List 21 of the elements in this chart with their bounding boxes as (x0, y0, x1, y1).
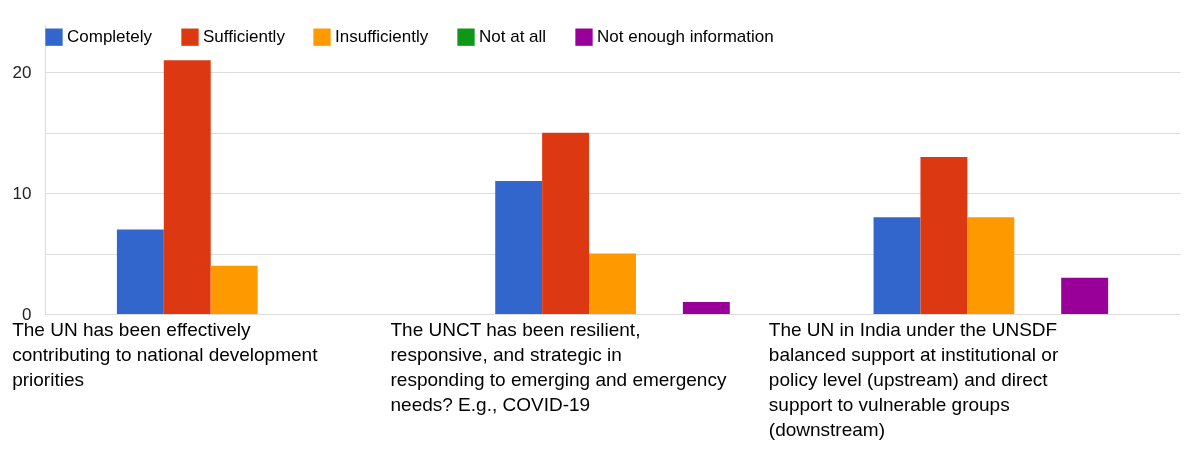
legend-label: Completely (67, 27, 153, 47)
bar (542, 132, 590, 314)
y-tick-label: 0 (22, 304, 32, 324)
bar (116, 229, 164, 314)
legend-label: Sufficiently (203, 27, 286, 47)
y-tick-label: 20 (12, 62, 32, 82)
bar (920, 156, 968, 314)
bar (163, 60, 211, 314)
bar (967, 217, 1015, 314)
legend-label: Insufficiently (335, 27, 429, 47)
x-tick-label: The UN in India under the UNSDF balanced support at institutional or policy level (upstream) and direct support to vulnerable groups (downstream) (768, 318, 1059, 440)
x-tick-label: The UNCT has been resilient, responsive, and strategic in responding to emerging and emergency needs? E.g., COVID-19 (390, 318, 727, 415)
y-tick-label: 10 (12, 183, 32, 203)
bar (873, 217, 921, 314)
legend-label: Not at all (479, 27, 547, 47)
bar (210, 265, 258, 314)
bar (1061, 277, 1109, 314)
bar (589, 253, 636, 314)
bar (682, 301, 730, 314)
bar (495, 181, 543, 314)
legend-label: Not enough information (597, 27, 774, 47)
